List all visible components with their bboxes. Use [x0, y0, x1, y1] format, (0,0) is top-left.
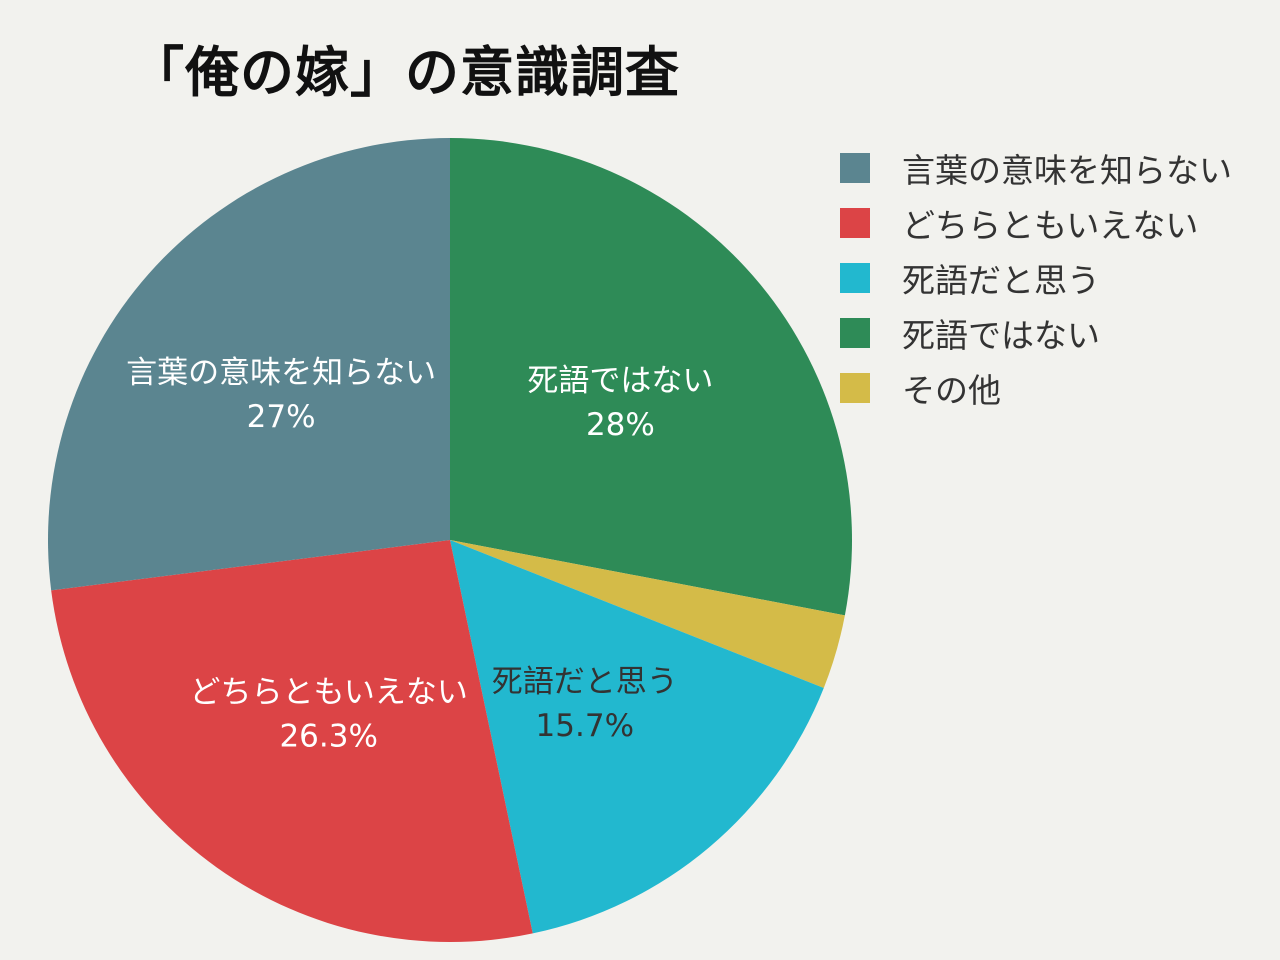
pie-labels: 死語ではない 28% 死語だと思う 15.7% どちらともいえない 26.3% 言葉の意味を…: [126, 355, 713, 754]
legend-item: どちらともいえない: [840, 195, 1232, 250]
legend-label: その他: [902, 370, 1001, 410]
legend-swatch: [840, 262, 870, 293]
slice-label: 死語ではない: [527, 363, 713, 399]
slice-value-label: 28%: [586, 407, 655, 443]
legend-label: 死語ではない: [902, 315, 1100, 355]
chart-title: 「俺の嫁」の意識調査: [130, 41, 680, 104]
legend-swatch: [840, 207, 870, 238]
pie-slice: [450, 540, 845, 688]
pie-slice: [450, 540, 824, 934]
slice-value-label: 26.3%: [279, 718, 377, 754]
legend-swatch: [840, 372, 870, 403]
slice-value-label: 15.7%: [536, 708, 634, 744]
legend-label: 死語だと思う: [902, 260, 1100, 300]
legend-item: 言葉の意味を知らない: [840, 140, 1232, 195]
legend-item: その他: [840, 360, 1232, 415]
pie-slice: [48, 138, 450, 591]
legend-swatch: [840, 152, 870, 183]
pie-slices: [48, 138, 853, 943]
legend: 言葉の意味を知らない どちらともいえない 死語だと思う 死語ではない その他: [840, 140, 1232, 415]
legend-label: 言葉の意味を知らない: [902, 150, 1232, 190]
slice-label: どちらともいえない: [190, 674, 468, 710]
pie-slice: [51, 540, 533, 943]
slice-label: 言葉の意味を知らない: [126, 355, 436, 391]
slice-value-label: 27%: [247, 399, 316, 435]
legend-item: 死語だと思う: [840, 250, 1232, 305]
legend-swatch: [840, 317, 870, 348]
pie-slice: [450, 138, 853, 616]
slice-label: 死語だと思う: [492, 664, 678, 700]
legend-item: 死語ではない: [840, 305, 1232, 360]
legend-label: どちらともいえない: [902, 205, 1199, 245]
